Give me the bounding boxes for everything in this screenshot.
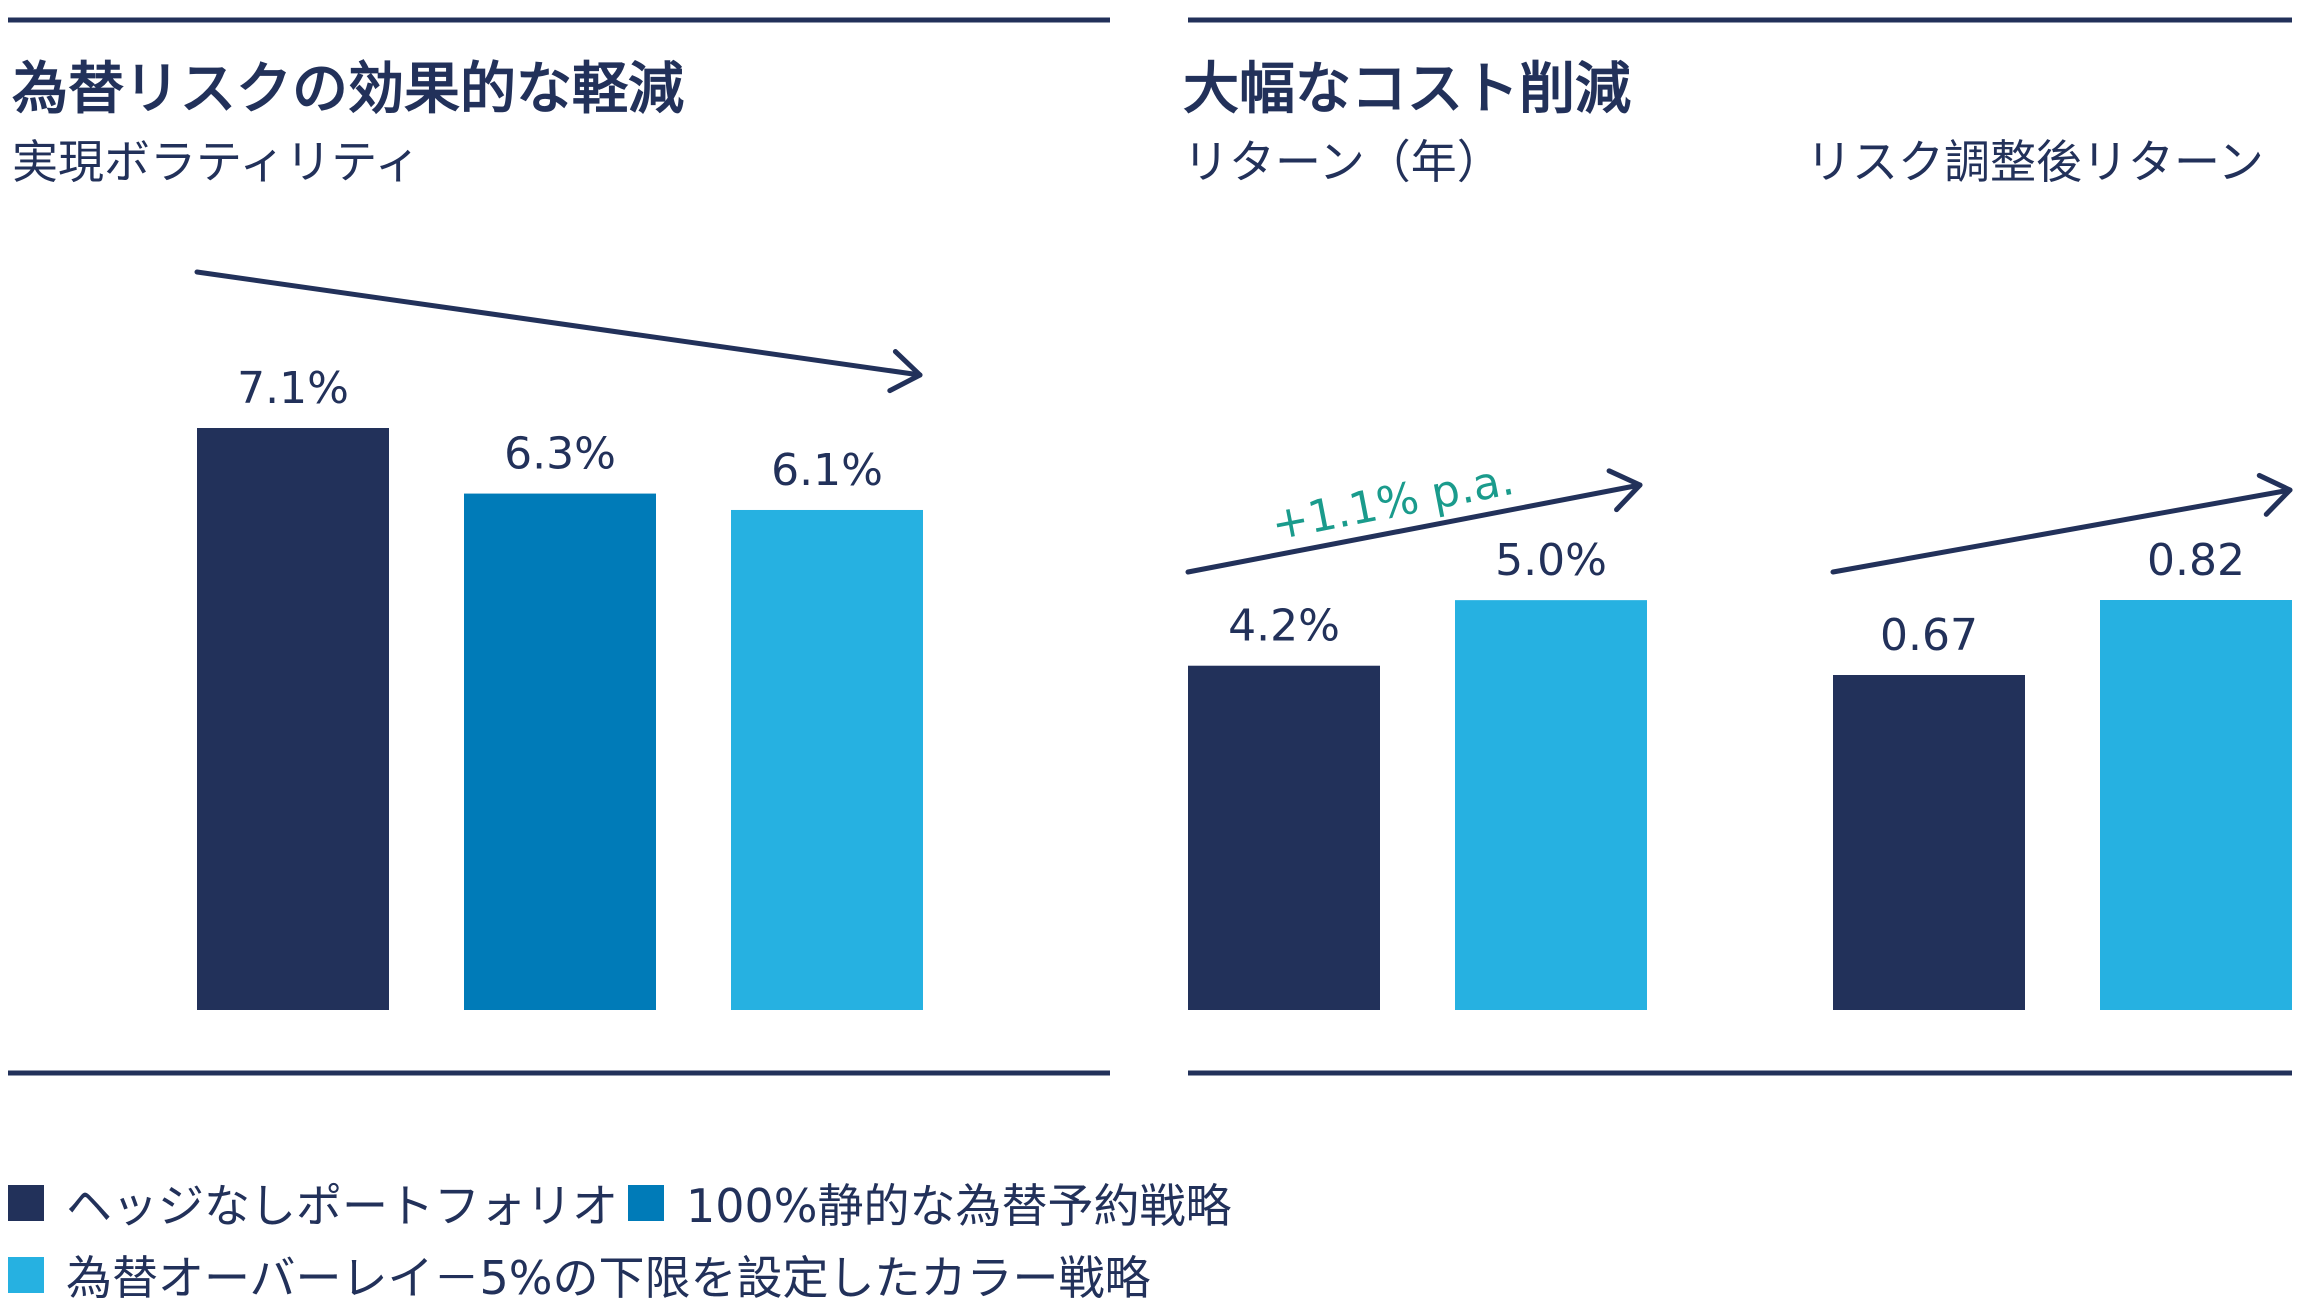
arrow-head <box>887 349 923 394</box>
trend-arrow-return <box>1185 468 1643 575</box>
arrow-shaft <box>194 269 923 378</box>
bar-value-label: 7.1% <box>237 363 349 414</box>
panel-rules <box>8 17 2292 1076</box>
legend-label-overlay-collar: 為替オーバーレイ－5%の下限を設定したカラー戦略 <box>66 1251 1151 1305</box>
bar <box>1833 675 2025 1010</box>
legend-label-static-forward: 100%静的な為替予約戦略 <box>686 1179 1232 1233</box>
legend-swatch-unhedged <box>8 1185 44 1221</box>
legend-swatch-overlay-collar <box>8 1257 44 1293</box>
trend-arrow-risk-adjusted <box>1830 472 2293 575</box>
subtitle-risk-adjusted: リスク調整後リターン <box>1806 135 2264 189</box>
bar-value-label: 6.1% <box>771 445 883 496</box>
bar-value-label: 0.82 <box>2147 535 2245 586</box>
trend-arrow-volatility <box>194 269 923 394</box>
bar <box>1455 600 1647 1010</box>
bar-charts: 7.1% 6.3% 6.1% 4.2% 5.0% 0.67 0.82 <box>197 363 2292 1010</box>
panel-title-left: 為替リスクの効果的な軽減 <box>12 57 684 122</box>
arrow-shaft <box>1830 487 2293 575</box>
bar <box>731 509 923 1010</box>
bar-value-label: 5.0% <box>1495 535 1607 586</box>
bar-value-label: 0.67 <box>1880 610 1978 661</box>
bar-value-label: 4.2% <box>1228 601 1340 652</box>
legend-swatch-static-forward <box>628 1185 664 1221</box>
bar <box>1188 665 1380 1010</box>
subtitle-return: リターン（年） <box>1183 135 1503 189</box>
subtitle-volatility: 実現ボラティリティ <box>12 135 420 189</box>
panel-title-right: 大幅なコスト削減 <box>1183 57 1631 122</box>
legend-item-static-forward: 100%静的な為替予約戦略 <box>628 1170 1232 1236</box>
bar <box>197 428 389 1010</box>
legend-item-unhedged: ヘッジなしポートフォリオ <box>8 1170 618 1236</box>
legend: ヘッジなしポートフォリオ 100%静的な為替予約戦略 為替オーバーレイ－5%の下… <box>8 1150 2288 1305</box>
arrow-shaft <box>1185 482 1643 575</box>
arrow-head <box>1606 468 1643 513</box>
legend-item-overlay-collar: 為替オーバーレイ－5%の下限を設定したカラー戦略 <box>8 1242 1151 1308</box>
bar-value-label: 6.3% <box>504 429 616 480</box>
arrow-head <box>2256 472 2293 517</box>
bar <box>464 493 656 1010</box>
annotation-return-gain: +1.1% p.a. <box>1267 454 1518 551</box>
legend-label-unhedged: ヘッジなしポートフォリオ <box>66 1179 618 1233</box>
bar <box>2100 600 2292 1010</box>
